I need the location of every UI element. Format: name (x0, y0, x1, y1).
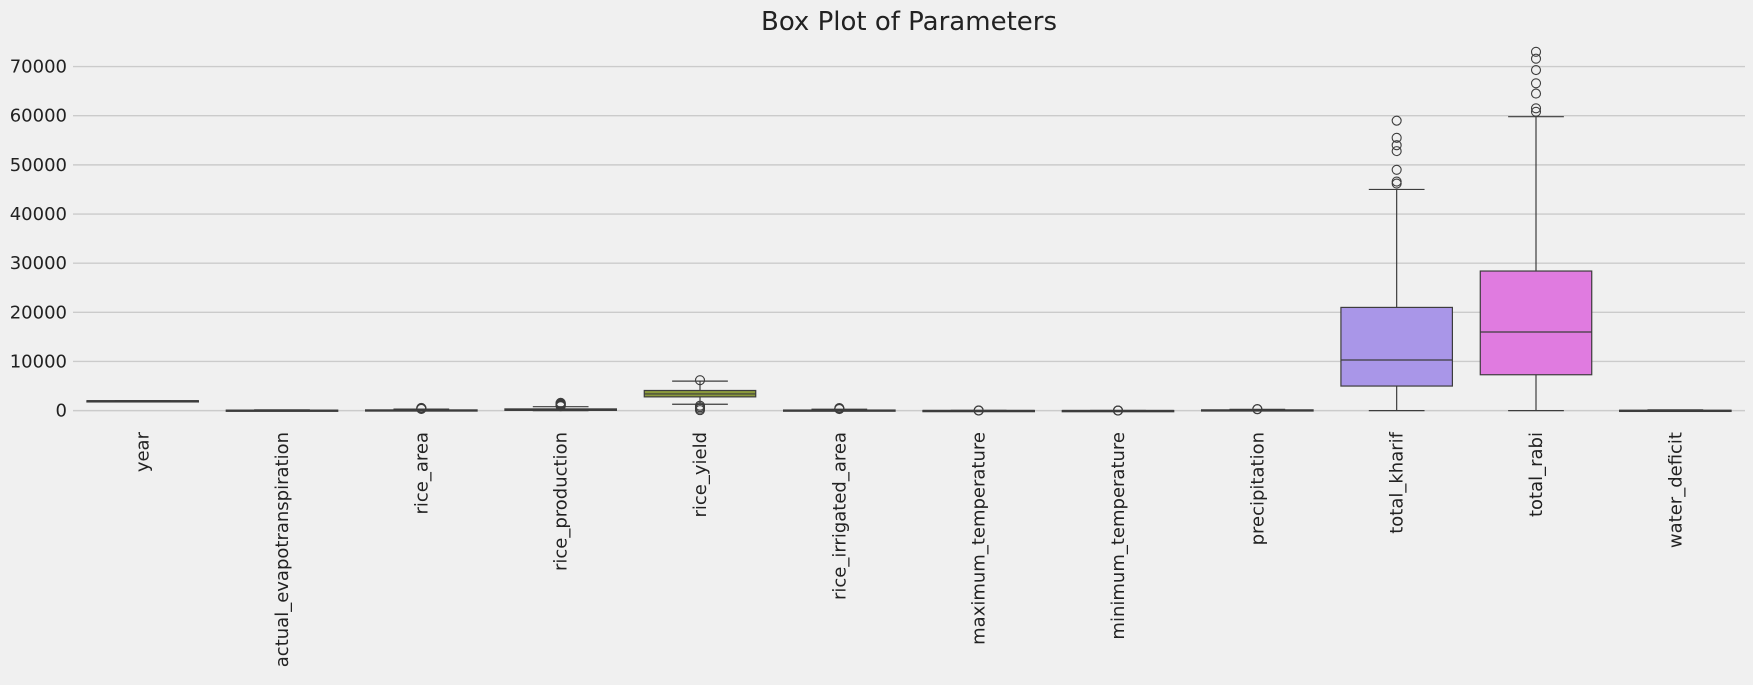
outlier-point (1252, 404, 1263, 415)
outlier-point (1391, 178, 1402, 189)
y-axis-tick-labels: 0 10000 20000 30000 40000 50000 60000 70000 (10, 57, 67, 422)
box-rice_yield (643, 375, 757, 416)
y-tick-label: 50000 (10, 155, 67, 176)
outlier-point (834, 403, 845, 414)
outlier-point (1530, 78, 1542, 89)
box-total_kharif (1340, 115, 1454, 412)
box-maximum_temperature (922, 405, 1036, 416)
chart-title: Box Plot of Parameters (761, 7, 1057, 37)
boxes (86, 46, 1732, 416)
x-tick-label: year (133, 431, 154, 472)
outlier-point (1391, 146, 1402, 157)
x-tick-label: water_deficit (1665, 432, 1686, 548)
x-axis-tick-labels: year actual_evapotranspiration rice_area ri… (133, 431, 1687, 667)
box-total_rabi (1479, 46, 1593, 412)
x-tick-label: maximum_temperature (969, 432, 990, 645)
outlier-point (1391, 176, 1402, 187)
x-tick-label: rice_area (411, 432, 432, 515)
x-tick-label: minimum_temperature (1108, 432, 1129, 640)
outlier-point (973, 405, 984, 416)
y-tick-label: 60000 (10, 106, 67, 127)
outlier-point (1530, 53, 1542, 64)
x-tick-label: precipitation (1247, 432, 1268, 545)
x-tick-label: total_rabi (1526, 432, 1547, 517)
box-rice_production (504, 397, 617, 412)
outlier-point (1391, 115, 1402, 126)
x-tick-label: rice_production (551, 432, 572, 571)
box-body (1340, 306, 1454, 387)
y-tick-label: 30000 (10, 253, 67, 274)
y-tick-label: 10000 (10, 351, 67, 372)
grid-lines (73, 65, 1745, 412)
x-tick-label: actual_evapotranspiration (272, 432, 293, 667)
outlier-point (416, 402, 427, 413)
box-water_deficit (1618, 409, 1732, 413)
outlier-point (1530, 64, 1542, 76)
y-tick-label: 0 (56, 401, 67, 422)
y-tick-label: 20000 (10, 302, 67, 323)
outlier-point (1530, 103, 1542, 114)
outlier-point (1112, 405, 1124, 416)
outlier-point (1530, 46, 1542, 57)
x-tick-label: rice_irrigated_area (829, 432, 850, 600)
box-precipitation (1200, 404, 1314, 415)
x-tick-label: total_kharif (1387, 431, 1408, 533)
outlier-point (1391, 132, 1402, 143)
box-rice_area (365, 402, 478, 414)
box-rice_irrigated_area (782, 403, 896, 415)
y-tick-label: 40000 (10, 204, 67, 225)
outlier-point (694, 405, 706, 416)
box-actual_evapotranspiration (225, 409, 339, 412)
outlier-point (1391, 140, 1402, 151)
outlier-point (1391, 164, 1402, 175)
box-minimum_temperature (1061, 405, 1175, 416)
outlier-point (555, 397, 566, 408)
box-body (1479, 270, 1593, 376)
outlier-point (1530, 106, 1542, 117)
x-tick-label: rice_yield (690, 432, 711, 518)
box-year (86, 400, 200, 403)
y-tick-label: 70000 (10, 57, 67, 78)
outlier-point (694, 375, 706, 386)
outlier-point (1530, 88, 1542, 99)
